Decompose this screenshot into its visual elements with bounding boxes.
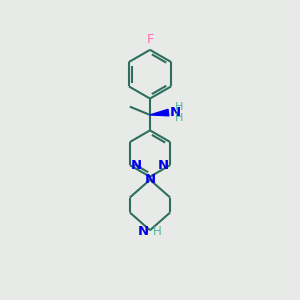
Text: N: N xyxy=(138,225,149,238)
Text: N: N xyxy=(144,173,156,186)
Text: H: H xyxy=(175,102,183,112)
Text: N: N xyxy=(131,159,142,172)
Text: F: F xyxy=(146,33,154,46)
Polygon shape xyxy=(150,109,169,116)
Text: H: H xyxy=(152,225,161,238)
Text: H: H xyxy=(175,113,183,124)
Text: N: N xyxy=(158,159,169,172)
Text: N: N xyxy=(170,106,181,119)
